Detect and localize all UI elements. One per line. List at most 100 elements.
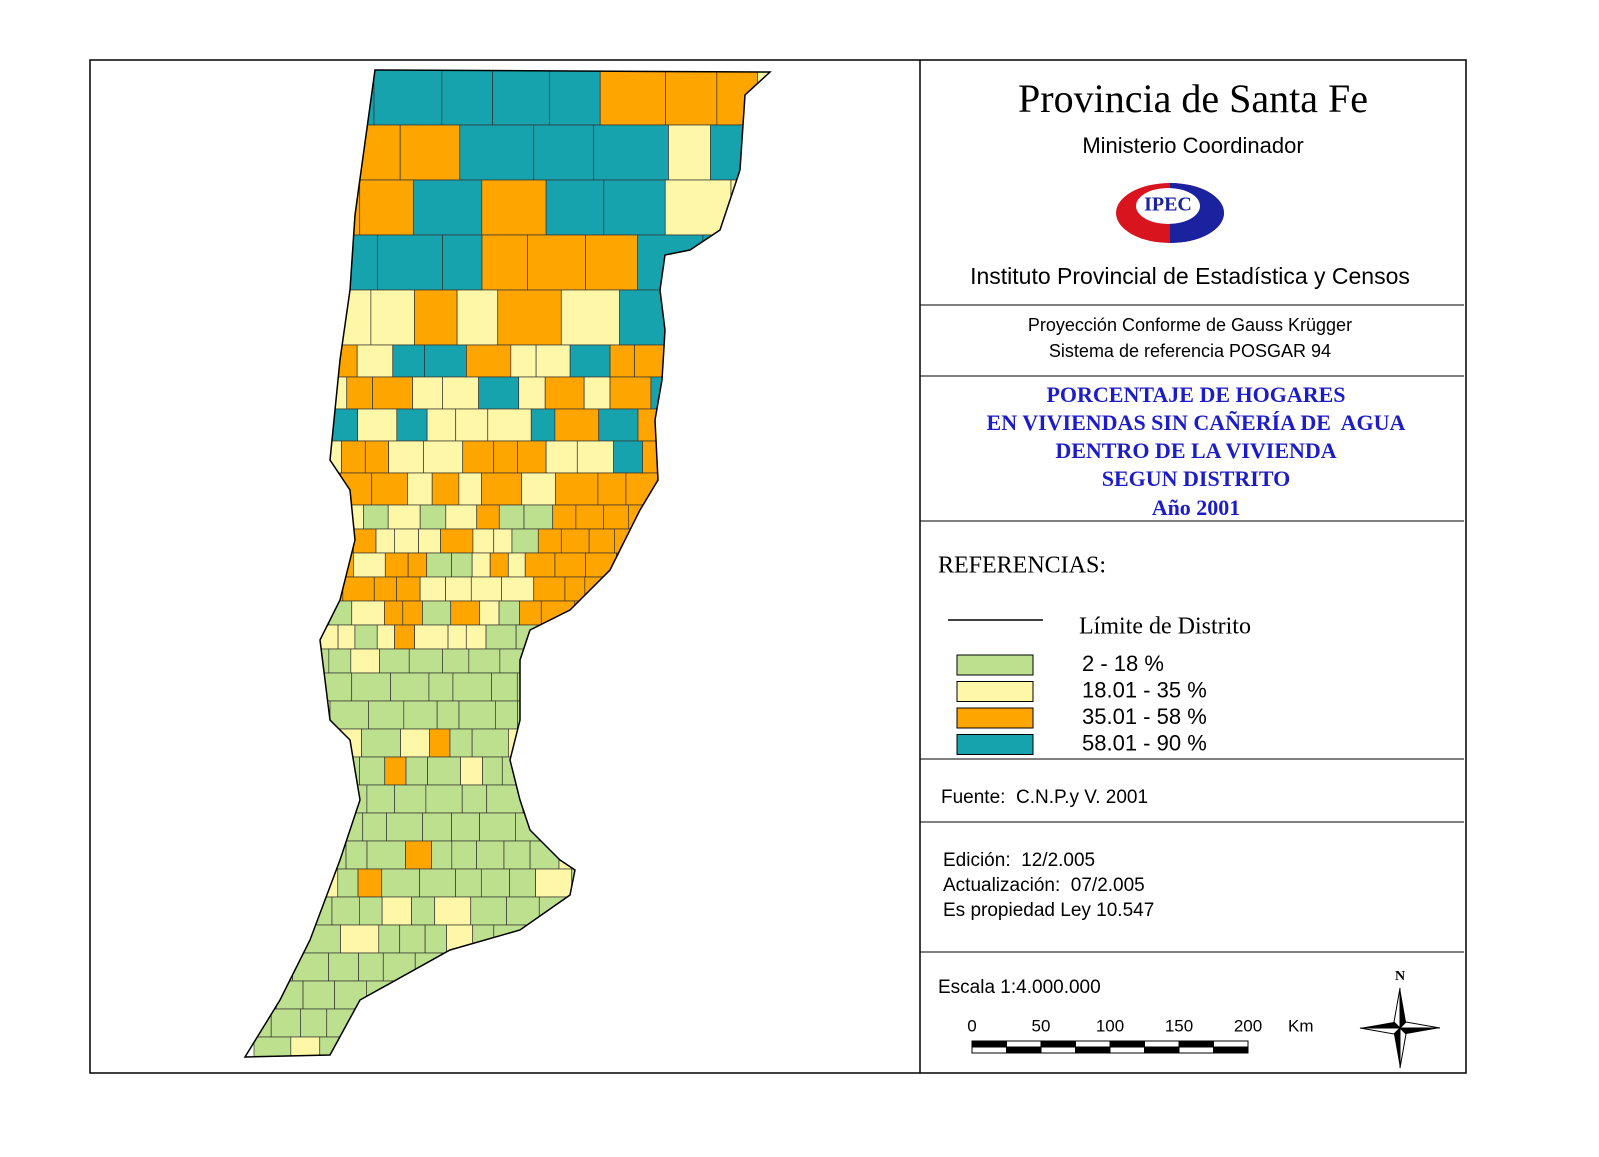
district [458, 700, 496, 730]
district [442, 234, 483, 291]
district [427, 756, 461, 786]
district [426, 408, 457, 442]
district [493, 528, 513, 554]
district [366, 784, 396, 814]
district [337, 868, 359, 898]
district [384, 600, 404, 626]
star-point [1400, 1028, 1440, 1034]
district [378, 924, 401, 954]
district [358, 952, 384, 982]
district [359, 756, 386, 786]
district [418, 528, 441, 554]
institute: Instituto Provincial de Estadística y Ce… [970, 263, 1410, 289]
district [544, 376, 585, 410]
district [523, 504, 554, 530]
district [459, 124, 535, 181]
district [485, 624, 517, 650]
district [353, 528, 377, 554]
scale-segment [1213, 1046, 1249, 1054]
district [345, 840, 368, 870]
district [436, 700, 460, 730]
district [441, 70, 493, 126]
projection-line: Sistema de referencia POSGAR 94 [1049, 341, 1331, 361]
district [476, 840, 505, 870]
district [552, 504, 577, 530]
district [451, 552, 473, 578]
source: Fuente: C.N.P.y V. 2001 [941, 787, 1148, 808]
district [495, 700, 518, 730]
district [460, 756, 483, 786]
district [359, 179, 414, 236]
district [353, 552, 386, 578]
scale-label: Escala 1:4.000.000 [938, 977, 1101, 998]
district [422, 600, 452, 626]
map-title-line: PORCENTAJE DE HOGARES [1046, 382, 1345, 407]
logo: IPEC [1116, 183, 1224, 243]
district [328, 952, 359, 982]
district [503, 840, 531, 870]
district [479, 600, 500, 626]
legend-heading: REFERENCIAS: [938, 553, 1106, 579]
district [451, 812, 480, 842]
scale-segment [1006, 1046, 1042, 1054]
district [576, 440, 614, 474]
district [340, 924, 380, 954]
district [328, 648, 352, 674]
district [521, 472, 556, 506]
district [487, 408, 532, 442]
district [517, 440, 547, 474]
district [530, 408, 556, 442]
district [384, 552, 409, 578]
district [588, 528, 615, 554]
district [370, 289, 415, 346]
scale-segment [1178, 1040, 1214, 1048]
north-arrow: N [1359, 969, 1441, 1069]
district [377, 234, 444, 291]
district [373, 70, 443, 126]
district [403, 700, 438, 730]
district [598, 408, 639, 442]
district [545, 179, 605, 236]
logo-text: IPEC [1144, 194, 1192, 216]
district [471, 552, 491, 578]
district [376, 624, 395, 650]
district [533, 576, 566, 602]
star-point [1360, 1022, 1400, 1028]
district [527, 234, 586, 291]
district [535, 868, 573, 898]
scale-segment [1075, 1040, 1111, 1048]
scale-tick-label: 0 [967, 1016, 976, 1035]
district [341, 440, 366, 474]
district [555, 472, 599, 506]
district [371, 472, 408, 506]
district [470, 896, 507, 926]
subtitle: Ministerio Coordinador [1082, 133, 1303, 158]
district [482, 756, 503, 786]
district [603, 179, 666, 236]
district [535, 344, 571, 378]
district [390, 672, 430, 702]
district [386, 812, 423, 842]
district [394, 624, 415, 650]
scale-tick-label: 200 [1234, 1016, 1262, 1035]
edition-line: Actualización: 07/2.005 [943, 875, 1145, 896]
district [480, 868, 511, 898]
district [466, 344, 512, 378]
district [394, 528, 419, 554]
district [447, 624, 467, 650]
district [493, 440, 518, 474]
district [412, 376, 443, 410]
district [426, 552, 452, 578]
section-dividers [920, 304, 1464, 953]
district [569, 344, 611, 378]
district [405, 756, 428, 786]
scale-segment [971, 1046, 1007, 1054]
district [362, 812, 387, 842]
district [468, 648, 501, 674]
legend-label: 35.01 - 58 % [1082, 704, 1207, 729]
logo-center [1136, 188, 1200, 224]
star-point [1394, 1028, 1400, 1068]
legend-swatch [956, 654, 1034, 676]
district [554, 552, 587, 578]
